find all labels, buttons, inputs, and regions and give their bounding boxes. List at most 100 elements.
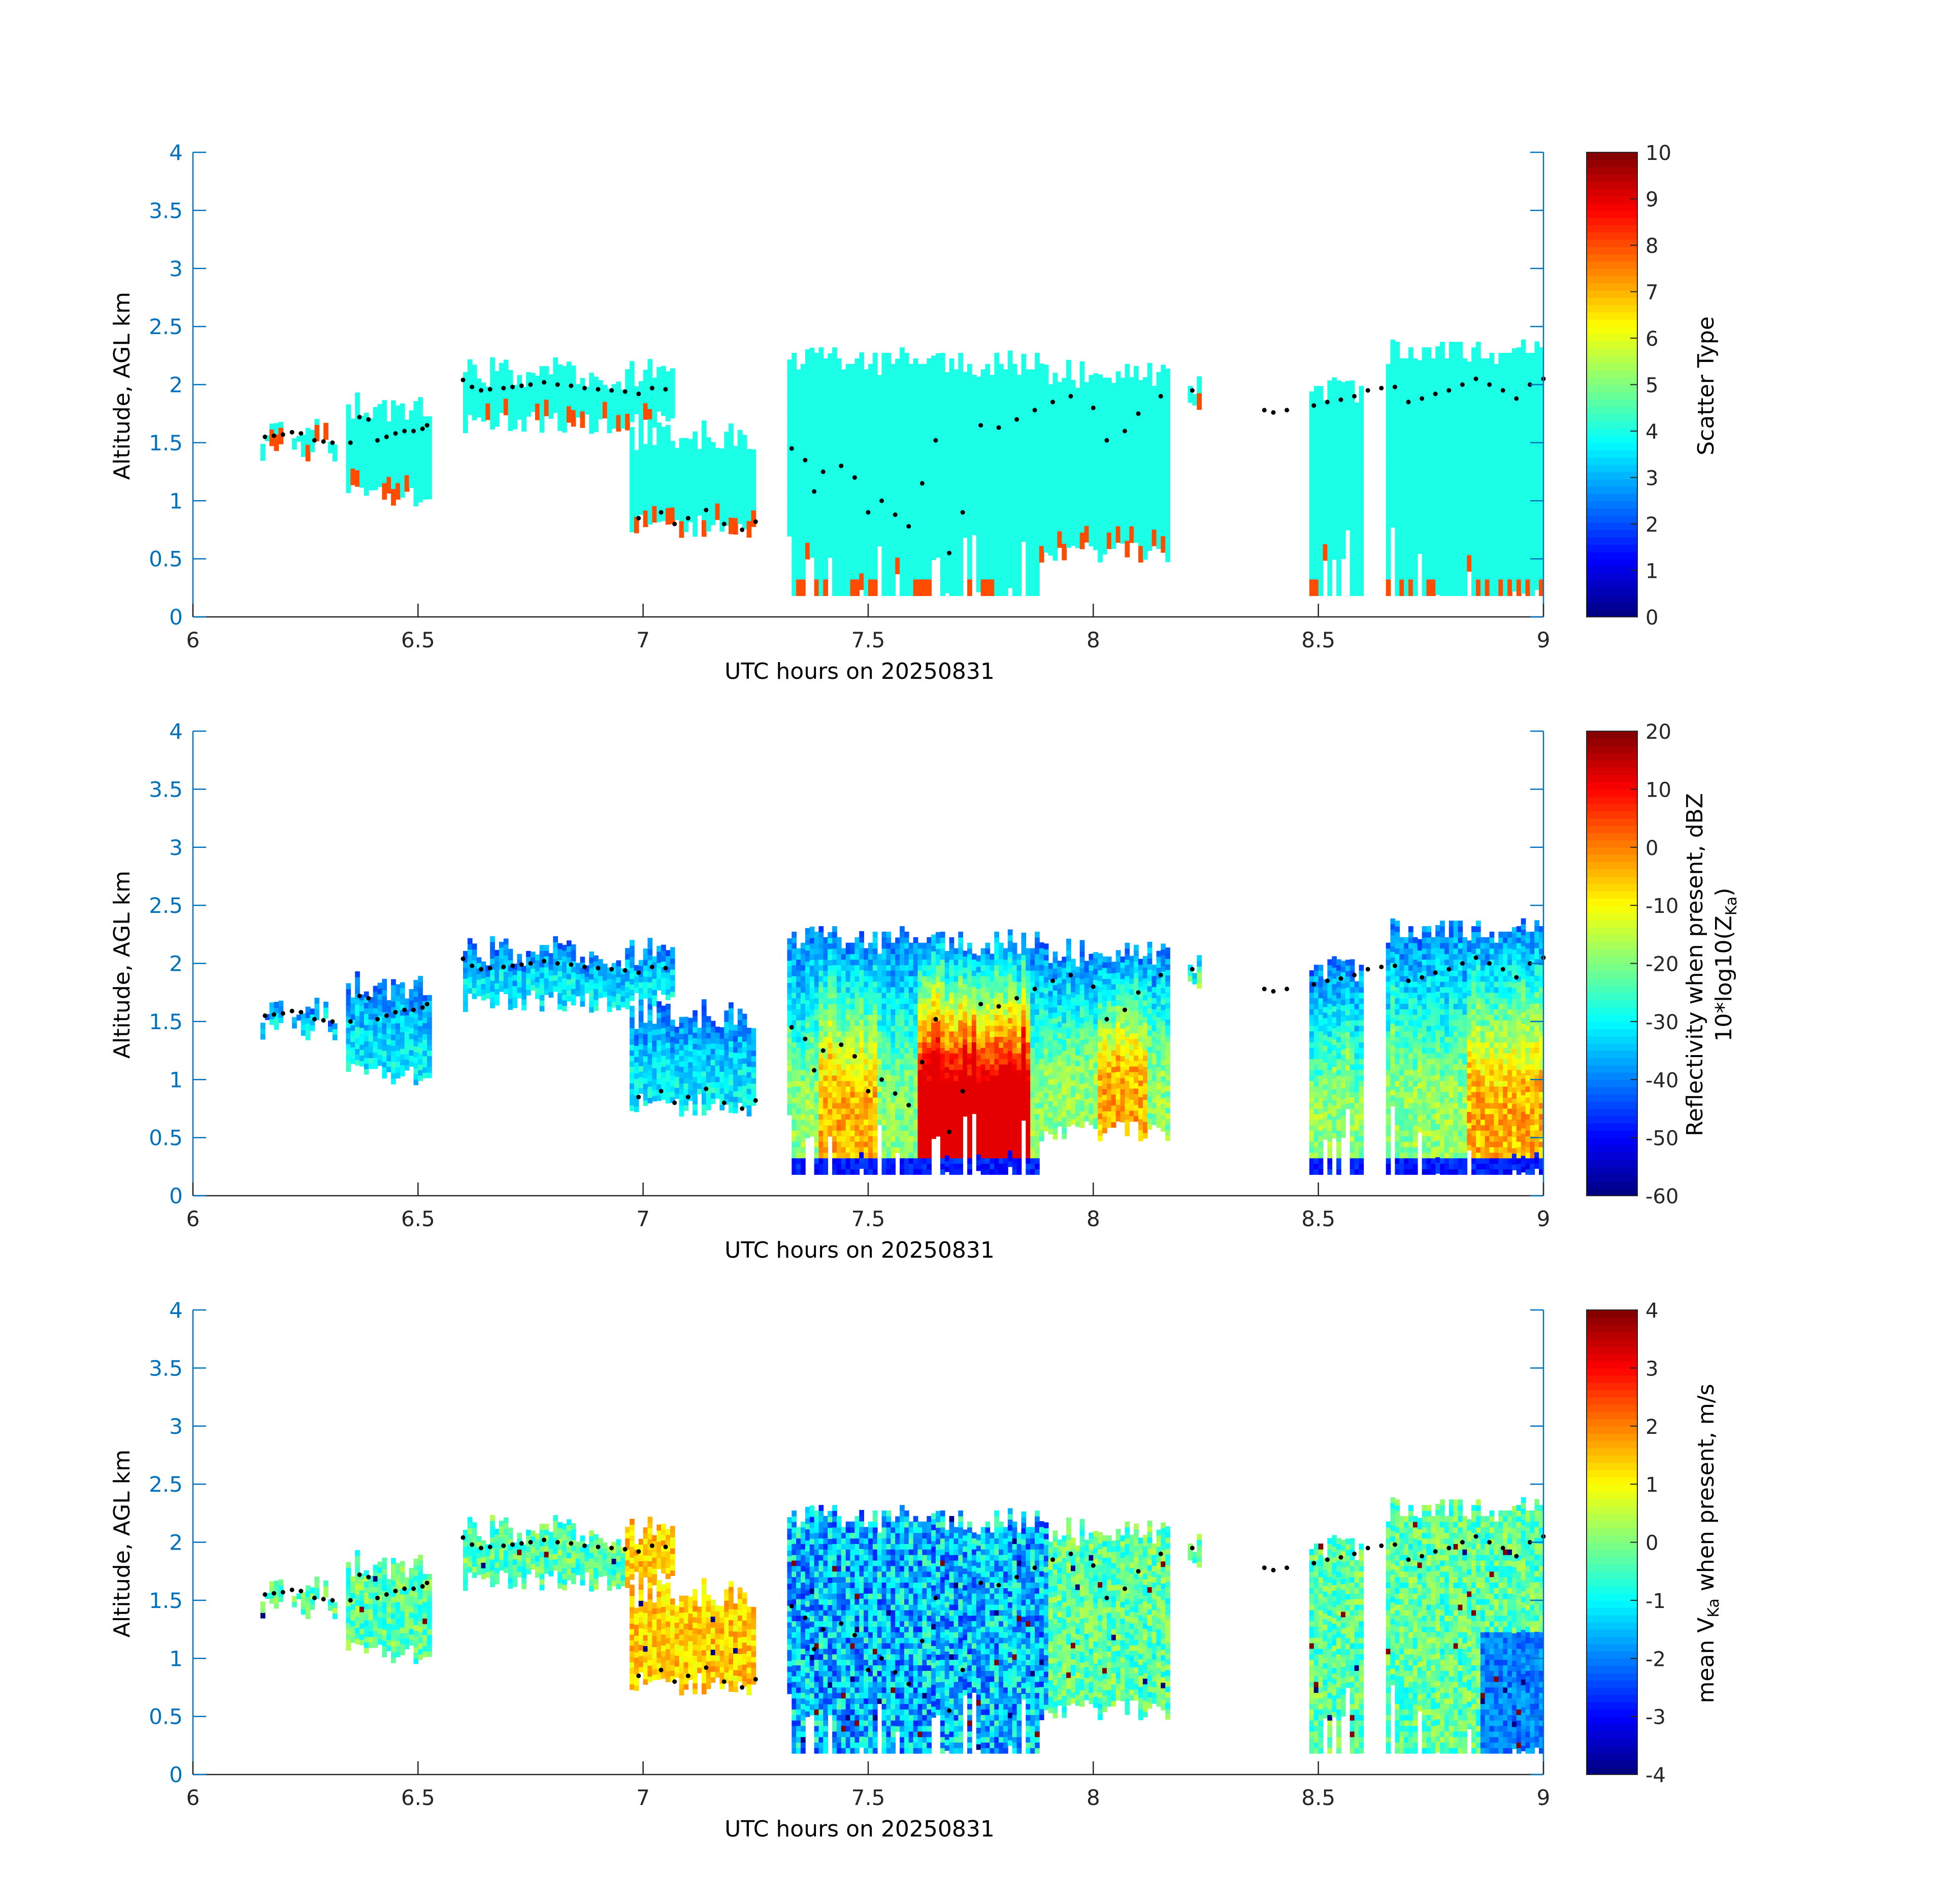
- heatmap-cell: [1125, 496, 1130, 503]
- heatmap-cell: [1079, 400, 1085, 406]
- heatmap-cell: [841, 375, 846, 381]
- heatmap-cell: [792, 435, 797, 442]
- heatmap-cell: [1106, 532, 1112, 538]
- heatmap-cell: [958, 507, 963, 513]
- heatmap-cell: [1084, 476, 1090, 482]
- heatmap-cell: [1057, 486, 1063, 493]
- heatmap-cell: [630, 411, 635, 417]
- heatmap-cell: [521, 420, 526, 426]
- heatmap-cell: [917, 375, 923, 381]
- heatmap-cell: [994, 397, 999, 403]
- heatmap-cell: [805, 465, 810, 471]
- heatmap-cell: [1084, 536, 1090, 543]
- heatmap-cell: [382, 472, 387, 478]
- heatmap-cell: [1035, 352, 1040, 359]
- heatmap-cell: [832, 496, 837, 503]
- heatmap-cell: [1007, 444, 1013, 450]
- heatmap-cell: [1354, 573, 1360, 580]
- heatmap-cell: [1359, 551, 1364, 557]
- heatmap-cell: [859, 501, 864, 507]
- heatmap-cell: [949, 479, 954, 486]
- heatmap-cell: [809, 518, 815, 525]
- heatmap-cell: [859, 573, 864, 579]
- heatmap-cell: [1062, 433, 1067, 439]
- heatmap-cell: [1035, 513, 1040, 519]
- heatmap-cell: [980, 540, 986, 547]
- heatmap-cell: [706, 453, 711, 460]
- heatmap-cell: [980, 557, 986, 563]
- heatmap-cell: [836, 507, 842, 513]
- heatmap-cell: [859, 545, 864, 551]
- heatmap-cell: [836, 424, 842, 431]
- heatmap-cell: [958, 529, 963, 536]
- heatmap-cell: [940, 479, 945, 486]
- heatmap-cell: [1021, 431, 1027, 437]
- heatmap-cell: [809, 464, 815, 470]
- heatmap-cell: [1079, 367, 1085, 373]
- heatmap-cell: [1395, 562, 1400, 569]
- heatmap-cell: [881, 490, 887, 497]
- heatmap-cell: [881, 540, 887, 547]
- heatmap-cell: [490, 379, 495, 385]
- heatmap-cell: [994, 485, 999, 491]
- heatmap-cell: [1138, 479, 1143, 485]
- heatmap-cell: [809, 535, 815, 541]
- heatmap-cell: [980, 441, 986, 447]
- heatmap-cell: [679, 454, 684, 461]
- heatmap-cell: [1012, 523, 1017, 530]
- heatmap-cell: [332, 444, 338, 451]
- heatmap-cell: [1089, 413, 1094, 420]
- heatmap-cell: [1111, 416, 1116, 422]
- heatmap-cell: [1138, 518, 1143, 524]
- heatmap-cell: [1323, 472, 1328, 478]
- heatmap-cell: [913, 523, 918, 530]
- heatmap-cell: [1165, 539, 1170, 546]
- heatmap-cell: [1093, 511, 1098, 517]
- heatmap-cell: [913, 513, 918, 519]
- heatmap-cell: [512, 396, 518, 402]
- heatmap-cell: [1313, 408, 1319, 414]
- heatmap-cell: [809, 403, 815, 409]
- heatmap-cell: [544, 377, 549, 383]
- heatmap-cell: [836, 430, 842, 436]
- heatmap-cell: [1120, 515, 1126, 522]
- heatmap-cell: [1093, 467, 1098, 473]
- heatmap-cell: [1327, 485, 1333, 491]
- heatmap-cell: [359, 438, 365, 444]
- heatmap-cell: [737, 474, 743, 480]
- heatmap-cell: [1035, 568, 1040, 574]
- heatmap-cell: [845, 413, 851, 420]
- heatmap-cell: [386, 454, 391, 461]
- heatmap-cell: [864, 424, 869, 431]
- heatmap-cell: [832, 375, 837, 381]
- heatmap-cell: [814, 386, 819, 392]
- heatmap-cell: [1134, 465, 1139, 471]
- heatmap-cell: [1089, 485, 1094, 491]
- heatmap-cell: [1043, 403, 1049, 409]
- heatmap-cell: [1323, 544, 1328, 550]
- heatmap-cell: [418, 452, 423, 458]
- heatmap-cell: [625, 385, 630, 392]
- heatmap-cell: [904, 568, 909, 574]
- heatmap-cell: [539, 371, 545, 378]
- heatmap-cell: [854, 485, 860, 491]
- heatmap-cell: [944, 471, 950, 478]
- heatmap-cell: [908, 485, 914, 491]
- heatmap-cell: [936, 419, 941, 425]
- heatmap-cell: [1035, 402, 1040, 409]
- heatmap-cell: [1075, 526, 1080, 532]
- heatmap-cell: [1120, 433, 1126, 439]
- heatmap-cell: [1386, 535, 1391, 541]
- heatmap-cell: [1161, 519, 1166, 526]
- heatmap-cell: [927, 551, 932, 557]
- heatmap-cell: [1062, 378, 1067, 384]
- heatmap-cell: [630, 515, 635, 521]
- heatmap-cell: [1098, 540, 1103, 546]
- heatmap-cell: [1336, 490, 1341, 497]
- heatmap-cell: [801, 518, 806, 524]
- heatmap-cell: [1151, 512, 1157, 519]
- heatmap-cell: [922, 457, 928, 464]
- heatmap-cell: [809, 447, 815, 453]
- heatmap-cell: [1071, 463, 1076, 469]
- heatmap-cell: [463, 410, 468, 417]
